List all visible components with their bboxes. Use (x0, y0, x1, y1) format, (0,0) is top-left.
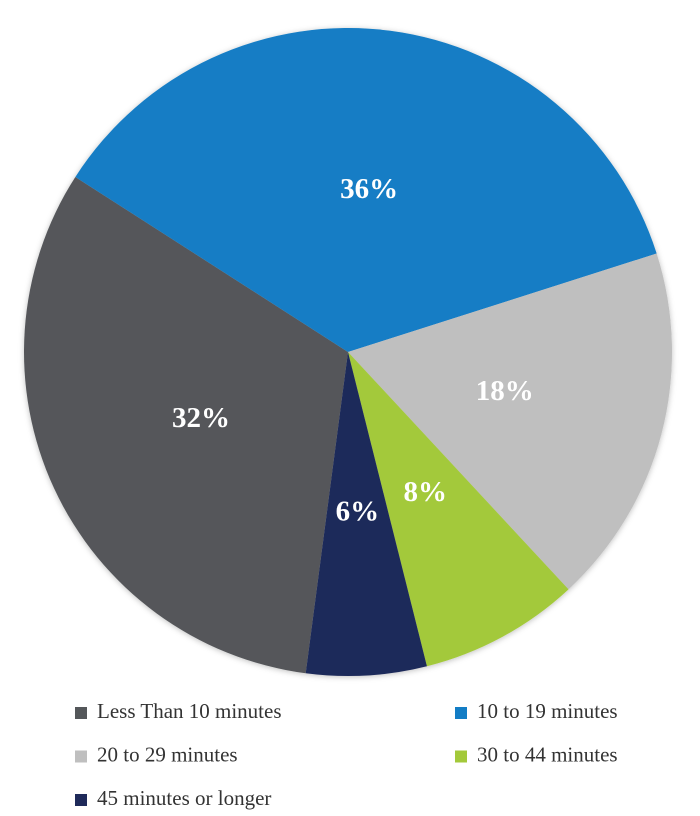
legend-swatch (75, 707, 87, 719)
legend-label: 45 minutes or longer (97, 786, 271, 810)
legend-label: 10 to 19 minutes (477, 699, 618, 723)
pie-slice (348, 352, 569, 667)
pie-slice (23, 176, 348, 674)
legend-swatch (75, 750, 87, 763)
pie-slice (348, 253, 672, 590)
value-label: 6% (336, 495, 380, 527)
value-labels: 32% 36% 18% 8% 6% (172, 173, 534, 527)
value-label: 36% (340, 173, 398, 205)
legend-label: Less Than 10 minutes (97, 699, 282, 723)
legend-label: 20 to 29 minutes (97, 742, 238, 766)
pie-slice (75, 28, 657, 353)
legend: Less Than 10 minutes 10 to 19 minutes 20 t… (75, 699, 618, 810)
value-label: 8% (404, 476, 448, 508)
legend-swatch (455, 707, 467, 719)
legend-swatch (455, 750, 467, 763)
value-label: 32% (172, 402, 230, 434)
pie-slice (305, 352, 427, 676)
legend-label: 30 to 44 minutes (477, 742, 618, 766)
value-label: 18% (476, 375, 534, 407)
legend-swatch (75, 794, 87, 806)
pie (23, 28, 672, 676)
